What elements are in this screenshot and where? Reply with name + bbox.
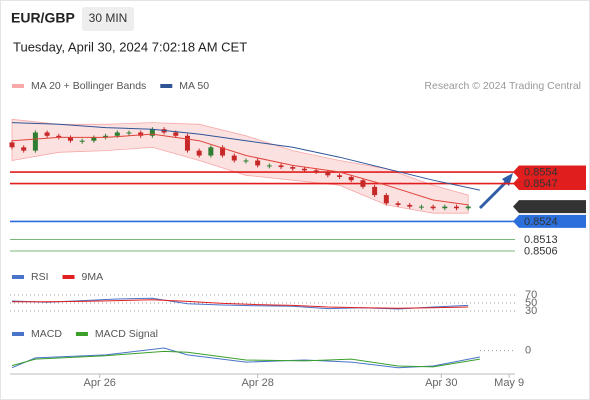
candle [313,170,319,173]
legend-swatch [75,332,88,336]
candle [266,165,272,167]
candle [383,195,389,204]
candle [418,206,424,208]
candle [290,167,296,169]
legend-swatch [160,84,173,88]
candle [208,147,214,156]
candle [278,165,284,168]
candle [103,135,109,138]
x-tick-label: Apr 28 [241,377,273,389]
candle [372,186,378,196]
legend-label: MACD [31,328,62,340]
candle [454,206,460,209]
candle [32,132,38,151]
level-label-box [513,200,586,214]
candle [9,142,15,148]
level-label: 0.8533 [524,201,558,213]
level-label: 0.8513 [524,234,558,246]
candle [325,172,331,176]
candle [442,206,448,209]
y-tick-label: 0 [525,344,531,356]
candle [184,135,190,151]
candle [21,147,27,151]
legend-label: MACD Signal [95,328,158,340]
indicator-line [11,122,481,191]
candle [220,147,226,156]
legend-swatch [62,275,75,279]
candle [44,132,50,136]
x-tick-label: Apr 26 [84,377,116,389]
level-label-box [513,214,586,228]
legend-label: MA 20 + Bollinger Bands [31,80,146,92]
level-label: 0.8524 [524,216,558,228]
candle [56,135,62,138]
level-label-box [513,165,586,179]
candle [91,137,97,141]
interval-box[interactable] [82,7,134,31]
timestamp: Tuesday, April 30, 2024 7:02:18 AM CET [13,39,247,54]
candle [126,132,132,134]
x-tick-label: Apr 30 [425,377,457,389]
legend-swatch [12,275,24,279]
legend-label: RSI [31,271,49,283]
legend-label: 9MA [82,271,104,283]
indicator-line [12,299,469,309]
legend-swatch [12,332,24,336]
y-tick-label: 30 [525,305,537,317]
candle [465,206,471,209]
candle [360,180,366,187]
level-label: 0.8506 [524,245,558,257]
candle [231,155,237,161]
candle [395,203,401,205]
legend-swatch [12,84,24,88]
legend-label: MA 50 [179,80,209,92]
y-tick-label: 50 [525,297,537,309]
forecast-arrow [478,178,510,210]
indicator-line [11,133,469,206]
candle [138,132,144,136]
candle [196,150,202,156]
indicator-line [11,297,469,310]
symbol: EUR/GBP [11,10,75,26]
candle [243,160,249,162]
candle [67,137,73,141]
interval[interactable]: 30 MIN [89,11,128,25]
indicator-line [11,350,480,368]
candle [348,176,354,181]
x-tick-label: May 9 [494,377,524,389]
forecast-arrow-head [502,173,513,186]
indicator-line [11,347,480,369]
candle [255,160,261,166]
candle [79,140,85,142]
credit: Research © 2024 Trading Central [424,80,581,92]
candle [301,168,307,171]
candle [337,175,343,177]
candle [149,129,155,136]
level-label: 0.8547 [524,178,558,190]
bollinger-band [11,118,469,214]
candle [407,204,413,207]
level-label: 0.8554 [524,166,558,178]
level-label-box [513,177,586,191]
candle [173,132,179,136]
candle [430,206,436,209]
y-tick-label: 70 [525,289,537,301]
candle [114,132,120,136]
